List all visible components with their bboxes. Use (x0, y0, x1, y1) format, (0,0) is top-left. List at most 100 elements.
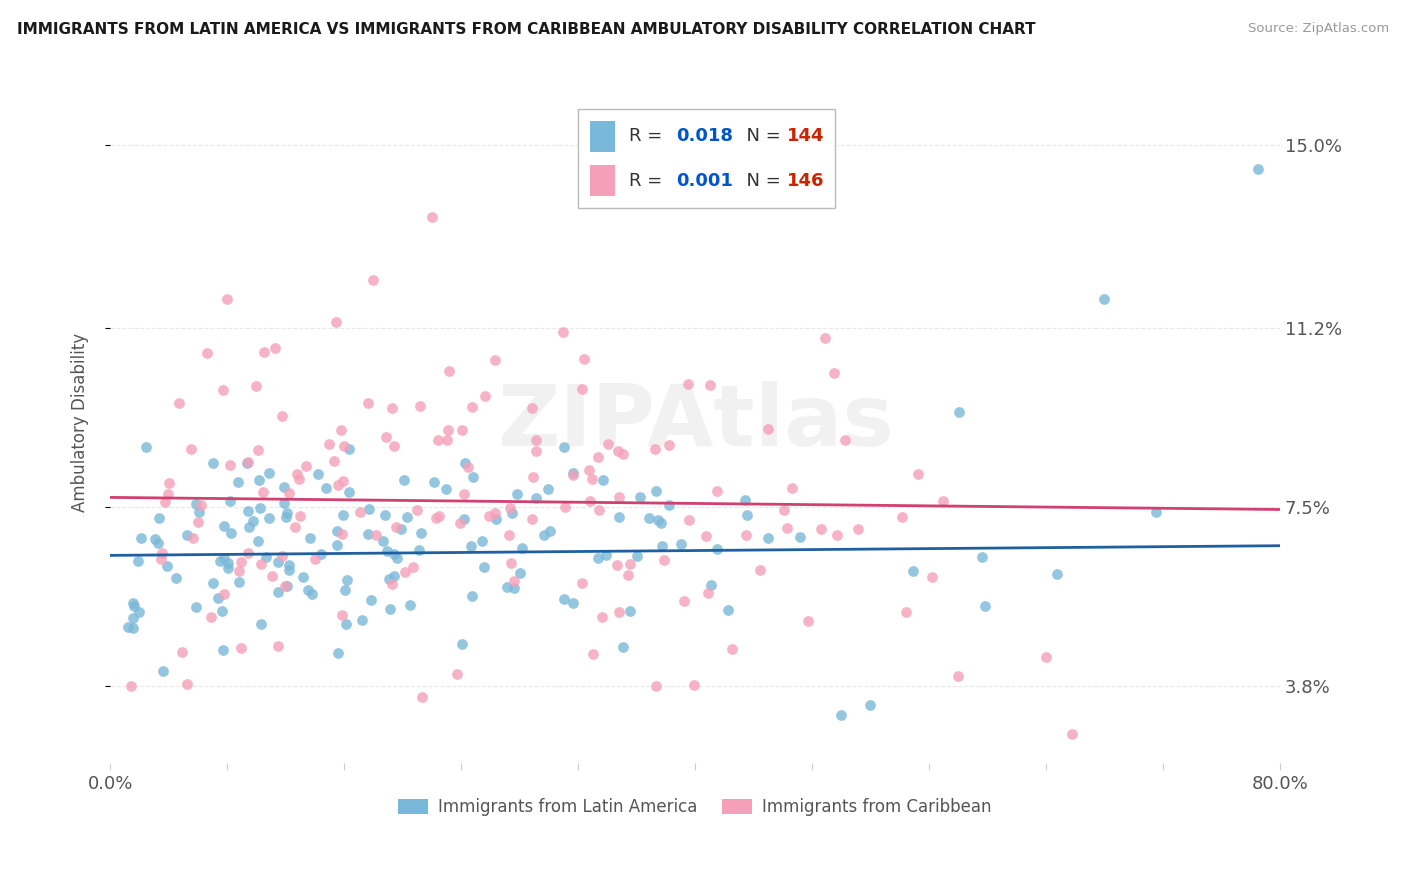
Point (257, 467, 280, 481)
Point (411, 690, 433, 704)
Point (536, 482, 558, 496)
Point (678, 513, 700, 527)
Point (775, 521, 797, 535)
Point (612, 640, 634, 655)
Point (187, 515, 209, 529)
Point (606, 558, 628, 572)
Point (374, 430, 396, 444)
Point (502, 574, 524, 589)
Point (678, 376, 700, 391)
Point (294, 459, 316, 474)
Point (450, 423, 472, 437)
Point (389, 522, 412, 536)
Point (332, 475, 354, 489)
Point (586, 550, 609, 565)
Point (209, 553, 232, 567)
Point (247, 534, 270, 549)
Point (498, 528, 520, 542)
Point (554, 500, 576, 515)
Point (436, 433, 458, 447)
Point (472, 559, 495, 574)
Point (285, 467, 308, 481)
Point (212, 383, 235, 397)
Point (533, 528, 555, 542)
Point (810, 522, 832, 536)
Point (337, 485, 360, 500)
Point (612, 446, 634, 460)
Point (859, 698, 882, 713)
Bar (589, 165, 616, 196)
Point (373, 534, 395, 549)
Point (658, 438, 681, 452)
Point (446, 667, 468, 681)
Text: 0.001: 0.001 (676, 172, 733, 190)
Point (326, 524, 349, 538)
Point (361, 273, 384, 287)
Point (357, 526, 380, 541)
Point (399, 598, 422, 612)
Point (420, 210, 443, 224)
Point (120, 679, 142, 693)
Point (581, 472, 603, 486)
Point (392, 473, 415, 487)
Point (366, 528, 388, 542)
Point (264, 341, 287, 355)
Point (907, 467, 929, 481)
Point (377, 572, 399, 586)
Point (973, 599, 995, 613)
Point (212, 587, 235, 601)
Point (249, 501, 271, 516)
Point (561, 466, 583, 480)
Point (357, 396, 380, 410)
Point (773, 503, 796, 517)
Point (948, 405, 970, 419)
Y-axis label: Ambulatory Disability: Ambulatory Disability (72, 333, 89, 512)
Point (1060, 727, 1083, 741)
Text: 146: 146 (787, 172, 825, 190)
Point (645, 483, 668, 498)
Point (297, 583, 319, 598)
Point (352, 613, 374, 627)
Point (373, 508, 395, 522)
Point (271, 409, 294, 424)
Point (457, 459, 479, 474)
Point (586, 450, 609, 464)
Point (561, 467, 583, 482)
Point (284, 519, 307, 533)
Point (1035, 649, 1057, 664)
Point (226, 475, 249, 489)
Point (406, 503, 429, 517)
Point (330, 527, 353, 541)
Point (520, 511, 543, 525)
Text: ZIPAtlas: ZIPAtlas (496, 381, 893, 464)
Point (478, 509, 501, 524)
Point (396, 509, 419, 524)
Point (381, 401, 404, 416)
Point (238, 520, 260, 534)
Point (360, 593, 382, 607)
Point (520, 401, 543, 415)
Point (780, 481, 803, 495)
Point (228, 574, 250, 589)
Point (706, 484, 728, 499)
Point (156, 559, 179, 574)
Point (328, 646, 350, 660)
Point (278, 485, 301, 500)
Point (658, 498, 681, 512)
Point (190, 498, 212, 512)
Point (122, 599, 145, 613)
Point (647, 513, 669, 527)
Point (333, 582, 356, 597)
Point (288, 509, 311, 524)
Point (461, 400, 484, 414)
Point (252, 484, 274, 499)
Point (122, 596, 145, 610)
Point (143, 533, 166, 547)
Point (553, 325, 575, 339)
Point (720, 641, 742, 656)
Point (260, 568, 283, 582)
Point (650, 516, 672, 530)
Point (427, 508, 450, 523)
Point (522, 470, 544, 484)
Point (201, 576, 224, 591)
